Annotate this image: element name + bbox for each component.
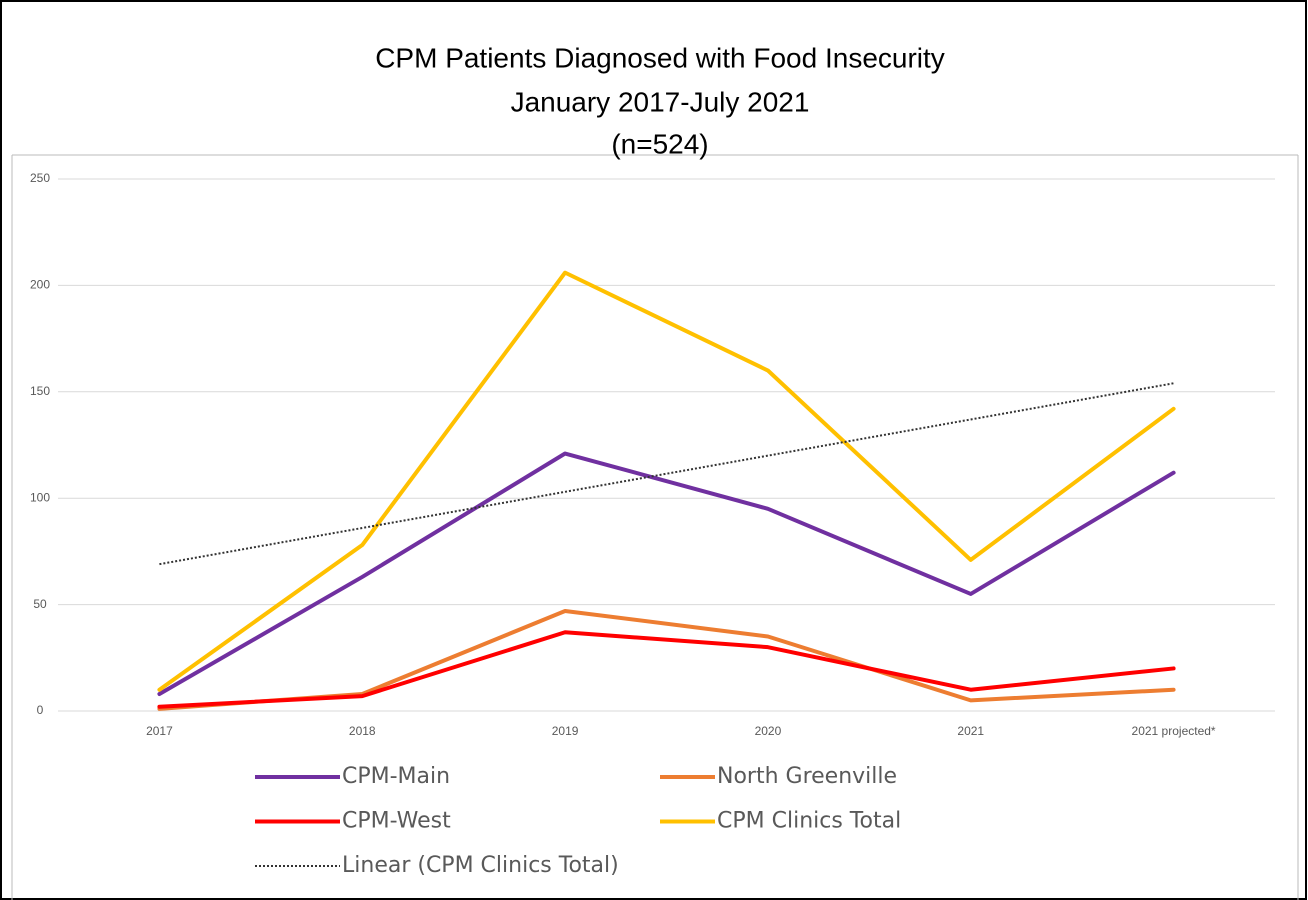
series-line [157,270,1176,692]
x-tick-label: 2017 [146,724,173,738]
y-tick-label: 0 [37,703,44,717]
legend-label: North Greenville [717,764,897,789]
y-tick-label: 200 [30,278,50,292]
series-line [157,451,1176,696]
chart-title: CPM Patients Diagnosed with Food Insecur… [375,42,945,73]
y-tick-label: 250 [30,171,50,185]
x-tick-label: 2019 [552,724,579,738]
legend-label: Linear (CPM Clinics Total) [342,853,619,878]
legend-label: CPM Clinics Total [717,809,901,834]
y-tick-label: 100 [30,490,50,504]
chart-subtitle: (n=524) [611,128,708,159]
x-tick-label: 2018 [349,724,376,738]
y-tick-label: 50 [33,597,47,611]
series-line [157,630,1176,709]
x-tick-label: 2020 [755,724,782,738]
x-tick-label: 2021 projected* [1132,724,1216,738]
chart-subtitle: January 2017-July 2021 [511,86,810,117]
legend-label: CPM-West [342,809,451,834]
x-tick-label: 2021 [957,724,984,738]
y-tick-label: 150 [30,384,50,398]
legend-label: CPM-Main [342,764,450,789]
